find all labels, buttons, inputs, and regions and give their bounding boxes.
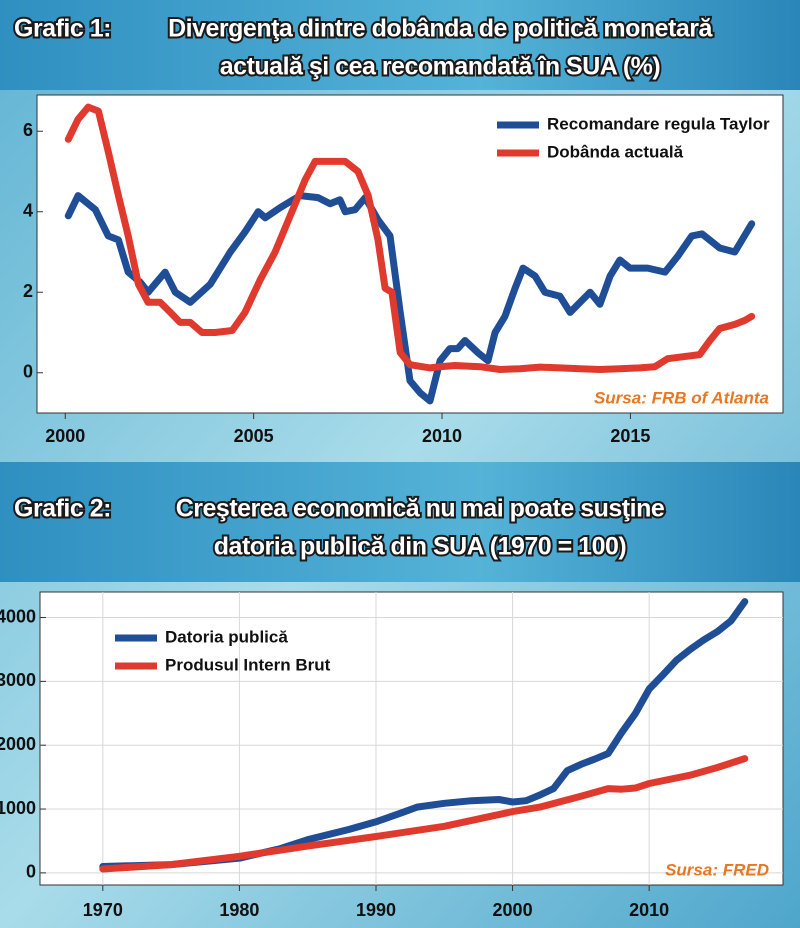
data-line [99,755,749,873]
legend-label: Recomandare regula Taylor [547,114,770,133]
chart-title: actuală şi cea recomandată în SUA (%) [220,53,661,81]
legend-label: Produsul Intern Brut [165,655,331,674]
x-tick-label: 1970 [83,900,123,920]
chart-title: Creşterea economică nu mai poate susţine [176,495,665,523]
chart-title: Divergenţa dintre dobânda de politică mo… [168,15,713,43]
y-tick-label: 2 [23,281,33,301]
y-tick-label: 0 [26,862,36,882]
chart-title: datoria publică din SUA (1970 = 100) [214,533,627,561]
data-line [64,103,756,373]
x-tick-label: 1980 [219,900,259,920]
x-tick-label: 2000 [45,426,85,446]
y-tick-label: 4000 [0,606,36,626]
chart-label: Grafic 1: [14,15,111,43]
legend-label: Dobânda actuală [547,142,684,161]
legend-label: Datoria publică [165,627,288,646]
source-note: Sursa: FRED [665,860,769,879]
y-tick-label: 1000 [0,798,36,818]
x-tick-label: 1990 [356,900,396,920]
x-tick-label: 2005 [234,426,274,446]
title-band [0,462,800,582]
plot-area [39,591,784,886]
y-tick-label: 4 [23,200,33,220]
source-note: Sursa: FRB of Atlanta [594,388,769,407]
y-tick-label: 0 [23,361,33,381]
chart-label: Grafic 2: [14,495,111,523]
x-tick-label: 2000 [493,900,533,920]
y-tick-label: 2000 [0,734,36,754]
x-tick-label: 2010 [422,426,462,446]
y-tick-label: 6 [23,120,33,140]
x-tick-label: 2010 [629,900,669,920]
data-line [99,598,749,870]
y-tick-label: 3000 [0,670,36,690]
x-tick-label: 2015 [610,426,650,446]
title-band [0,0,800,90]
data-line [64,192,756,405]
